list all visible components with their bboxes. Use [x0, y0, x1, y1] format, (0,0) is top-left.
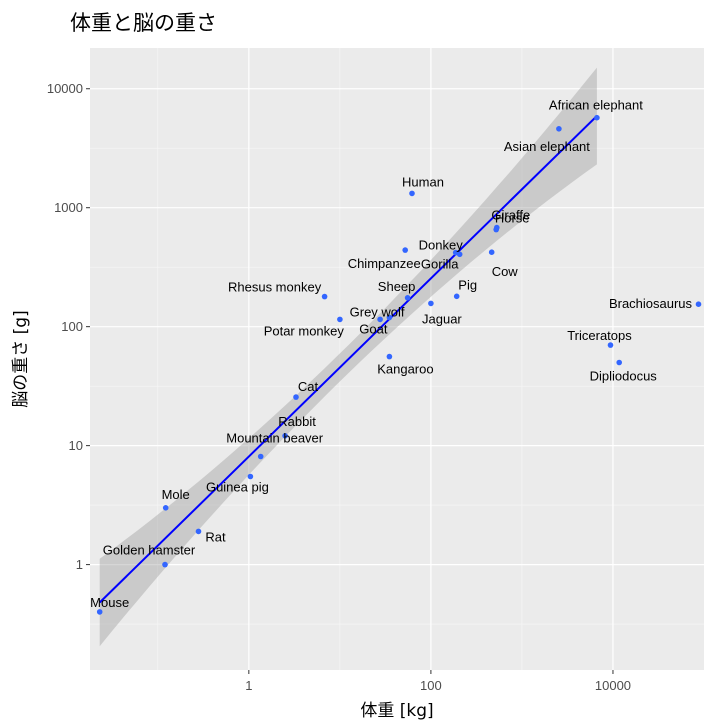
- point-label: Cow: [492, 264, 519, 279]
- data-point: [456, 251, 463, 258]
- data-point: [247, 473, 254, 480]
- point-label: Sheep: [378, 279, 416, 294]
- data-point: [488, 249, 495, 255]
- data-points: [96, 114, 702, 615]
- point-labels: Mouse Golden hamster Rat Mole Guinea pig Moun…: [90, 98, 692, 610]
- data-point: [321, 293, 328, 300]
- point-label: Giraffe: [491, 208, 530, 223]
- point-label: African elephant: [549, 98, 643, 113]
- y-axis-title: 脳の重さ [g]: [11, 310, 31, 407]
- point-label: Golden hamster: [103, 543, 196, 558]
- data-point: [386, 353, 393, 360]
- point-label: Rat: [205, 529, 226, 544]
- point-label: Triceratops: [567, 328, 632, 343]
- x-axis-ticks: 1 100 10000: [245, 670, 631, 693]
- point-label: Mountain beaver: [226, 431, 324, 446]
- data-point: [162, 505, 169, 511]
- point-label: Dipliodocus: [590, 369, 658, 384]
- data-point: [96, 609, 103, 615]
- x-tick-label: 100: [420, 678, 442, 693]
- point-label: Rhesus monkey: [228, 280, 322, 295]
- point-label: Donkey: [419, 238, 464, 253]
- data-point: [257, 453, 264, 460]
- point-label: Pig: [458, 277, 477, 292]
- point-label: Cat: [298, 379, 319, 394]
- major-gridlines: [90, 48, 704, 670]
- point-label: Goat: [359, 322, 388, 337]
- point-label: Chimpanzee: [348, 256, 421, 271]
- point-label: Gorilla: [421, 256, 459, 271]
- point-label: Jaguar: [422, 311, 462, 326]
- x-tick-label: 1: [245, 678, 252, 693]
- y-tick-label: 10000: [47, 81, 83, 96]
- x-axis-title: 体重 [kg]: [360, 701, 433, 721]
- y-tick-label: 10: [69, 438, 83, 453]
- point-label: Potar monkey: [264, 323, 345, 338]
- y-tick-label: 1: [76, 557, 83, 572]
- point-label: Kangaroo: [377, 362, 433, 377]
- data-point: [428, 300, 434, 307]
- point-label: Grey wolf: [350, 304, 405, 319]
- y-tick-label: 1000: [54, 200, 83, 215]
- data-point: [616, 359, 622, 366]
- data-point: [402, 247, 409, 253]
- data-point: [607, 342, 614, 348]
- data-point: [594, 114, 600, 121]
- data-point: [337, 316, 343, 323]
- data-point: [282, 433, 288, 439]
- chart-title: 体重と脳の重さ: [70, 11, 217, 35]
- plot-panel: [90, 48, 704, 670]
- data-point: [494, 224, 500, 231]
- point-label: Brachiosaurus: [609, 296, 693, 311]
- point-label: Asian elephant: [504, 139, 590, 154]
- point-label: Human: [402, 174, 444, 189]
- y-tick-label: 100: [61, 319, 83, 334]
- fit-line: [98, 115, 598, 604]
- point-label: Guinea pig: [206, 480, 269, 495]
- data-point: [293, 394, 299, 400]
- data-point: [162, 561, 168, 568]
- confidence-band: [99, 67, 597, 647]
- point-label: Horse: [495, 211, 530, 226]
- point-label: Rabbit: [278, 414, 316, 429]
- data-point: [695, 301, 702, 308]
- point-label: Mouse: [90, 595, 129, 610]
- data-point: [377, 316, 383, 323]
- data-point: [453, 293, 460, 300]
- y-axis-ticks: 1 10 100 1000 10000: [47, 81, 90, 572]
- data-point: [404, 295, 411, 301]
- data-point: [409, 190, 415, 197]
- minor-gridlines: [90, 48, 704, 670]
- x-tick-label: 10000: [595, 678, 631, 693]
- data-point: [195, 528, 202, 535]
- point-label: Mole: [162, 487, 190, 502]
- data-point: [386, 314, 393, 321]
- data-point: [556, 126, 562, 132]
